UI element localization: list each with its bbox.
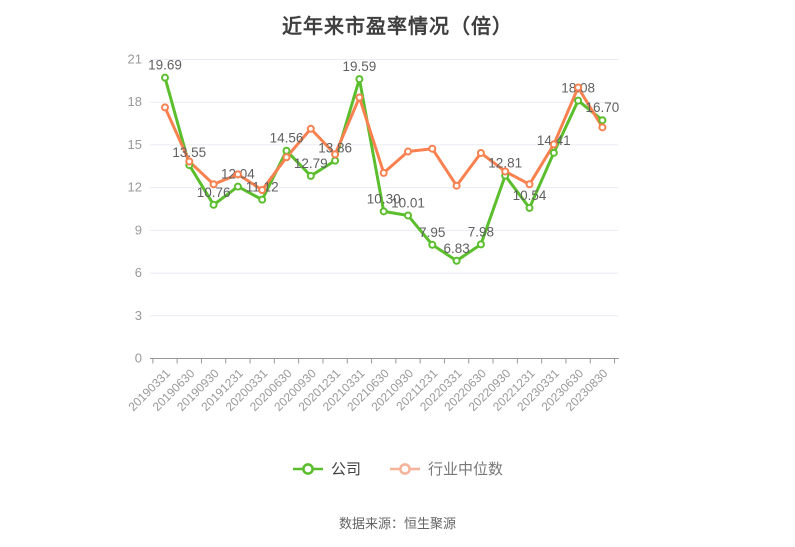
data-point-value-label: 10.76: [197, 185, 231, 200]
y-axis-tick-label: 6: [135, 265, 142, 280]
industry-median-point[interactable]: [161, 103, 169, 112]
industry-median-point[interactable]: [452, 181, 461, 190]
data-point-value-label: 10.01: [391, 195, 425, 210]
company-point[interactable]: [161, 73, 169, 82]
x-axis: [150, 358, 619, 364]
industry-median-point[interactable]: [404, 147, 412, 156]
data-point-value-label: 13.55: [172, 145, 206, 160]
company-point[interactable]: [428, 240, 437, 249]
industry-median-point[interactable]: [598, 123, 607, 132]
data-point-value-label: 14.56: [270, 131, 304, 146]
industry-median-points: [161, 83, 607, 194]
industry-median-point[interactable]: [574, 83, 583, 92]
industry-median-point[interactable]: [331, 150, 340, 159]
company-point[interactable]: [331, 156, 340, 165]
industry-median-point[interactable]: [282, 153, 291, 162]
company-point[interactable]: [233, 182, 242, 191]
industry-median-point[interactable]: [306, 124, 315, 133]
industry-median-point[interactable]: [233, 170, 242, 179]
industry-median-point[interactable]: [501, 167, 510, 176]
company-point[interactable]: [476, 240, 485, 249]
y-axis-tick-label: 15: [128, 137, 142, 152]
company-point[interactable]: [306, 171, 315, 180]
x-axis-labels: 2019033120190630201909302019123120200331…: [125, 366, 610, 414]
legend-item-industry-median[interactable]: 行业中位数: [389, 458, 503, 479]
industry-median-point[interactable]: [525, 180, 534, 189]
data-point-value-label: 14.41: [537, 133, 571, 148]
company-point[interactable]: [574, 96, 583, 105]
data-point-value-label: 7.98: [468, 224, 494, 239]
company-point[interactable]: [355, 75, 364, 84]
y-axis-tick-label: 18: [128, 94, 142, 109]
industry-median-point[interactable]: [185, 157, 194, 166]
data-point-value-label: 16.70: [586, 100, 620, 115]
y-axis-labels: 0 3 6 9 12 15 18 21: [128, 52, 142, 366]
company-point[interactable]: [452, 256, 461, 265]
company-point[interactable]: [282, 146, 291, 155]
company-points: [161, 73, 607, 265]
data-point-value-label: 19.69: [148, 58, 182, 73]
legend-label-industry-median: 行业中位数: [428, 461, 504, 478]
data-point-value-label: 10.54: [513, 188, 547, 203]
company-point[interactable]: [598, 116, 607, 125]
data-point-value-label: 13.86: [318, 141, 352, 156]
data-point-value-label: 12.79: [294, 156, 328, 171]
data-point-value-label: 12.81: [488, 156, 522, 171]
industry-median-point[interactable]: [428, 144, 437, 153]
chart-legend: 公司 行业中位数: [0, 458, 795, 479]
chart-title: 近年来市盈率情况（倍）: [282, 16, 513, 38]
company-point[interactable]: [209, 200, 218, 209]
company-point[interactable]: [549, 148, 558, 157]
grid-lines: [150, 59, 618, 317]
industry-median-point[interactable]: [209, 180, 218, 189]
chart-canvas: 0 3 6 9 12 15 18 21 2019033120190630201909302019…: [125, 52, 619, 414]
y-axis-tick-label: 9: [135, 222, 142, 237]
legend-item-company[interactable]: 公司: [292, 458, 361, 479]
industry-median-point[interactable]: [549, 140, 558, 149]
data-point-value-label: 7.95: [419, 225, 445, 240]
data-point-value-label: 10.30: [367, 191, 401, 206]
company-value-labels: 19.6913.5510.7612.0411.1214.5612.7913.86…: [148, 58, 619, 256]
industry-median-point[interactable]: [476, 148, 485, 157]
company-line-circle-icon: [292, 462, 323, 475]
company-point[interactable]: [404, 211, 412, 220]
y-axis-tick-label: 0: [135, 351, 142, 366]
y-axis-tick-label: 21: [128, 52, 142, 67]
industry-median-point[interactable]: [355, 93, 364, 102]
company-point[interactable]: [379, 207, 388, 216]
y-axis-tick-label: 12: [128, 180, 142, 195]
company-point[interactable]: [525, 203, 534, 212]
y-axis-tick-label: 3: [135, 308, 142, 323]
data-source-note: 数据来源：恒生聚源: [338, 516, 456, 531]
industry-median-point[interactable]: [258, 185, 267, 194]
industry-median-line-circle-icon: [390, 462, 420, 475]
industry-median-point[interactable]: [379, 168, 388, 177]
legend-label-company: 公司: [330, 461, 361, 478]
data-point-value-label: 19.59: [343, 59, 377, 74]
company-point[interactable]: [258, 195, 267, 204]
data-point-value-label: 6.83: [443, 241, 469, 256]
